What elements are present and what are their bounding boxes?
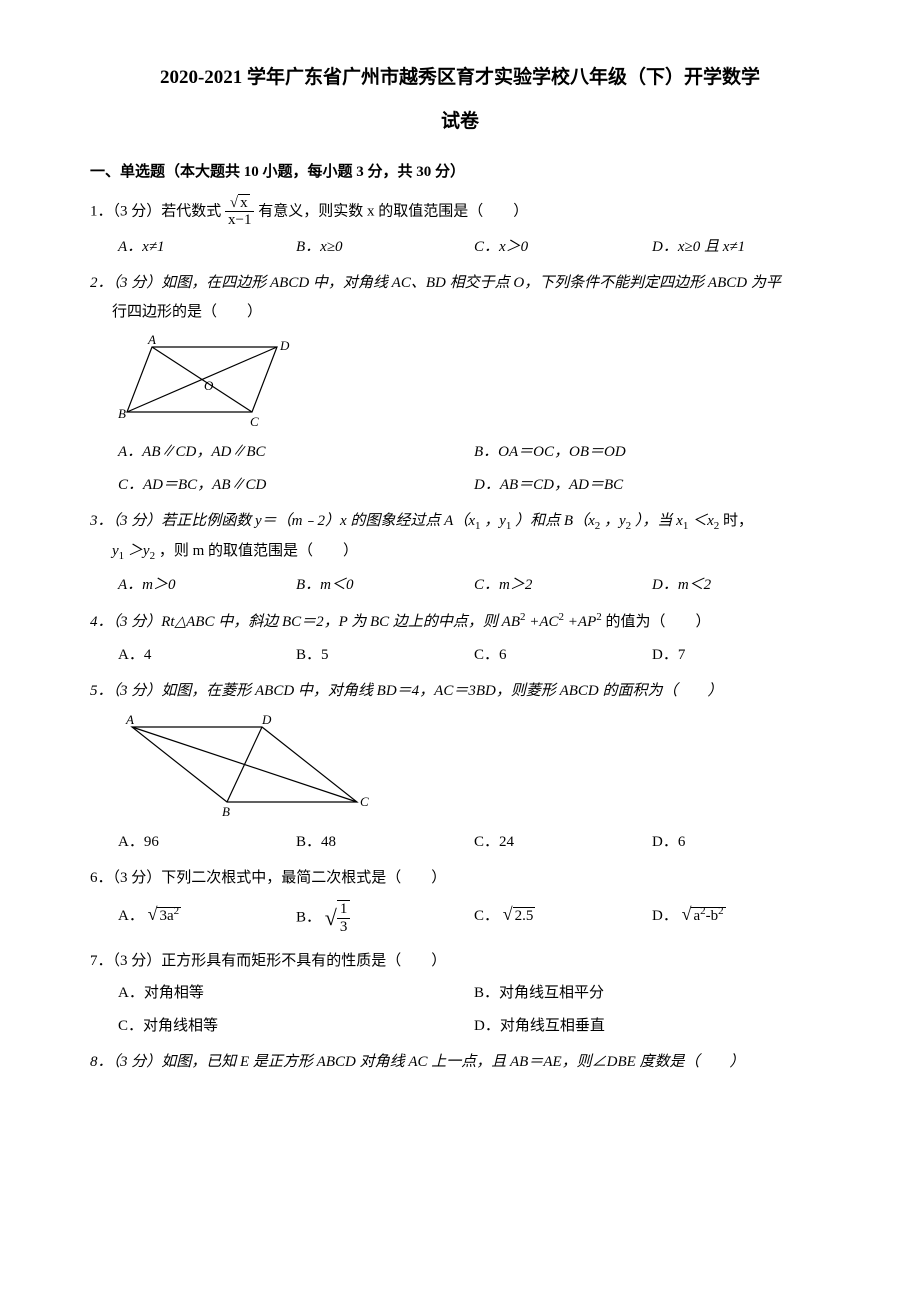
q3-l1c: ）和点 B（x xyxy=(515,513,595,529)
q1-options: A．x≠1 B．x≥0 C．x＞0 D．x≥0 且 x≠1 xyxy=(90,233,830,262)
question-2: 2．（3 分）如图，在四边形 ABCD 中，对角线 AC、BD 相交于点 O，下… xyxy=(90,269,830,326)
svg-text:B: B xyxy=(118,406,126,421)
q1-opt-d: D．x≥0 且 x≠1 xyxy=(652,233,830,262)
q6-opt-a: A． √3a2 xyxy=(118,897,296,939)
question-3: 3．（3 分）若正比例函数 y＝（m﹣2）x 的图象经过点 A（x1 ，y1 ）… xyxy=(90,507,830,567)
q4-opt-c: C．6 xyxy=(474,641,652,670)
svg-text:B: B xyxy=(222,804,230,819)
q3-l1g: 时， xyxy=(723,513,753,529)
q6-opt-b: B． √13 xyxy=(296,897,474,939)
svg-text:C: C xyxy=(250,414,259,429)
q2-options-row1: A．AB∥CD，AD∥BC B．OA＝OC，OB＝OD xyxy=(90,438,830,467)
q7-opt-b: B．对角线互相平分 xyxy=(474,979,830,1008)
q2-options-row2: C．AD＝BC，AB∥CD D．AB＝CD，AD＝BC xyxy=(90,471,830,500)
q3-opt-d: D．m＜2 xyxy=(652,571,830,600)
q4-opt-a: A．4 xyxy=(118,641,296,670)
q3-l1b: ，y xyxy=(484,513,506,529)
q7-opt-c: C．对角线相等 xyxy=(118,1012,474,1041)
svg-text:A: A xyxy=(147,332,156,347)
q2-figure: A D B C O xyxy=(112,332,302,432)
q7-opt-d: D．对角线互相垂直 xyxy=(474,1012,830,1041)
q5-opt-c: C．24 xyxy=(474,828,652,857)
q2-opt-a: A．AB∥CD，AD∥BC xyxy=(118,438,474,467)
svg-text:O: O xyxy=(204,378,214,393)
q5-opt-b: B．48 xyxy=(296,828,474,857)
q2-opt-d: D．AB＝CD，AD＝BC xyxy=(474,471,830,500)
q3-l2b: ＞y xyxy=(128,543,150,559)
q1-opt-b: B．x≥0 xyxy=(296,233,474,262)
q3-l2a: y xyxy=(112,543,119,559)
q4-a: 4．（3 分）Rt△ABC 中，斜边 BC＝2，P 为 BC 边上的中点，则 A… xyxy=(90,614,520,630)
svg-text:A: A xyxy=(125,712,134,727)
q7-options-row1: A．对角相等 B．对角线互相平分 xyxy=(90,979,830,1008)
q5-opt-a: A．96 xyxy=(118,828,296,857)
q4-d: 的值为（ ） xyxy=(606,614,711,630)
q1-fraction: √x x−1 xyxy=(225,195,254,229)
q6-opt-d: D． √a2-b2 xyxy=(652,897,830,939)
question-8: 8．（3 分）如图，已知 E 是正方形 ABCD 对角线 AC 上一点，且 AB… xyxy=(90,1048,830,1077)
question-1: 1．（3 分）若代数式 √x x−1 有意义，则实数 x 的取值范围是（ ） xyxy=(90,195,830,229)
question-7: 7．（3 分）正方形具有而矩形不具有的性质是（ ） xyxy=(90,947,830,976)
q1-opt-a: A．x≠1 xyxy=(118,233,296,262)
q3-opt-c: C．m＞2 xyxy=(474,571,652,600)
q2-opt-b: B．OA＝OC，OB＝OD xyxy=(474,438,830,467)
question-5: 5．（3 分）如图，在菱形 ABCD 中，对角线 BD＝4，AC＝3BD，则菱形… xyxy=(90,677,830,706)
q4-c: +AP xyxy=(568,614,596,630)
q5-figure: A D B C xyxy=(112,712,372,822)
title-line-2: 试卷 xyxy=(90,104,830,140)
q4-opt-b: B．5 xyxy=(296,641,474,670)
question-6: 6．（3 分）下列二次根式中，最简二次根式是（ ） xyxy=(90,864,830,893)
q4-opt-d: D．7 xyxy=(652,641,830,670)
q3-opt-a: A．m＞0 xyxy=(118,571,296,600)
q6-options: A． √3a2 B． √13 C． √2.5 D． √a2-b2 xyxy=(90,897,830,939)
q1-stem-b: 有意义，则实数 x 的取值范围是（ ） xyxy=(258,203,528,219)
q3-l1f: ＜x xyxy=(692,513,714,529)
title-line-1: 2020-2021 学年广东省广州市越秀区育才实验学校八年级（下）开学数学 xyxy=(90,60,830,96)
q5-options: A．96 B．48 C．24 D．6 xyxy=(90,828,830,857)
svg-text:D: D xyxy=(279,338,290,353)
q2-opt-c: C．AD＝BC，AB∥CD xyxy=(118,471,474,500)
q5-opt-d: D．6 xyxy=(652,828,830,857)
q3-l1d: ，y xyxy=(604,513,626,529)
q1-stem-a: 1．（3 分）若代数式 xyxy=(90,203,221,219)
q3-l2c: ，则 m 的取值范围是（ ） xyxy=(159,543,358,559)
q1-opt-c: C．x＞0 xyxy=(474,233,652,262)
q7-opt-a: A．对角相等 xyxy=(118,979,474,1008)
question-4: 4．（3 分）Rt△ABC 中，斜边 BC＝2，P 为 BC 边上的中点，则 A… xyxy=(90,607,830,637)
svg-text:D: D xyxy=(261,712,272,727)
q3-l1e: ），当 x xyxy=(635,513,683,529)
q4-b: +AC xyxy=(529,614,558,630)
q3-opt-b: B．m＜0 xyxy=(296,571,474,600)
q2-line2: 行四边形的是（ ） xyxy=(90,298,830,327)
q3-l1a: 3．（3 分）若正比例函数 y＝（m﹣2）x 的图象经过点 A（x xyxy=(90,513,475,529)
svg-text:C: C xyxy=(360,794,369,809)
q7-options-row2: C．对角线相等 D．对角线互相垂直 xyxy=(90,1012,830,1041)
q2-line1: 2．（3 分）如图，在四边形 ABCD 中，对角线 AC、BD 相交于点 O，下… xyxy=(90,269,830,298)
q6-opt-c: C． √2.5 xyxy=(474,897,652,939)
q4-options: A．4 B．5 C．6 D．7 xyxy=(90,641,830,670)
section-1-header: 一、单选题（本大题共 10 小题，每小题 3 分，共 30 分） xyxy=(90,158,830,187)
q3-options: A．m＞0 B．m＜0 C．m＞2 D．m＜2 xyxy=(90,571,830,600)
